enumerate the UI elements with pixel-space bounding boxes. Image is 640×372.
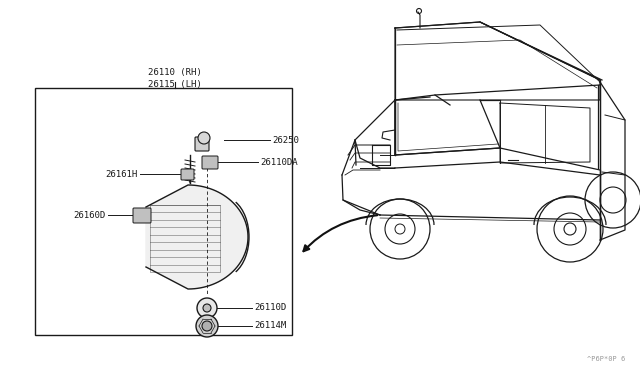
FancyBboxPatch shape	[181, 169, 194, 180]
Circle shape	[198, 132, 210, 144]
Text: 26114M: 26114M	[254, 321, 286, 330]
Text: 26161H: 26161H	[106, 170, 138, 179]
Text: 26110DA: 26110DA	[260, 157, 298, 167]
Text: ^P6P*0P 6: ^P6P*0P 6	[587, 356, 625, 362]
Text: 26115 (LH): 26115 (LH)	[148, 80, 202, 89]
Circle shape	[197, 298, 217, 318]
Text: 26110 (RH): 26110 (RH)	[148, 68, 202, 77]
Text: 26110D: 26110D	[254, 304, 286, 312]
Circle shape	[196, 315, 218, 337]
FancyBboxPatch shape	[195, 137, 209, 151]
Polygon shape	[146, 185, 248, 289]
Text: 26250: 26250	[272, 135, 299, 144]
FancyBboxPatch shape	[133, 208, 151, 223]
Circle shape	[203, 304, 211, 312]
Bar	[35, 88, 292, 335]
FancyArrowPatch shape	[303, 215, 377, 251]
Circle shape	[202, 321, 212, 331]
Text: 26160D: 26160D	[74, 211, 106, 219]
FancyBboxPatch shape	[202, 156, 218, 169]
